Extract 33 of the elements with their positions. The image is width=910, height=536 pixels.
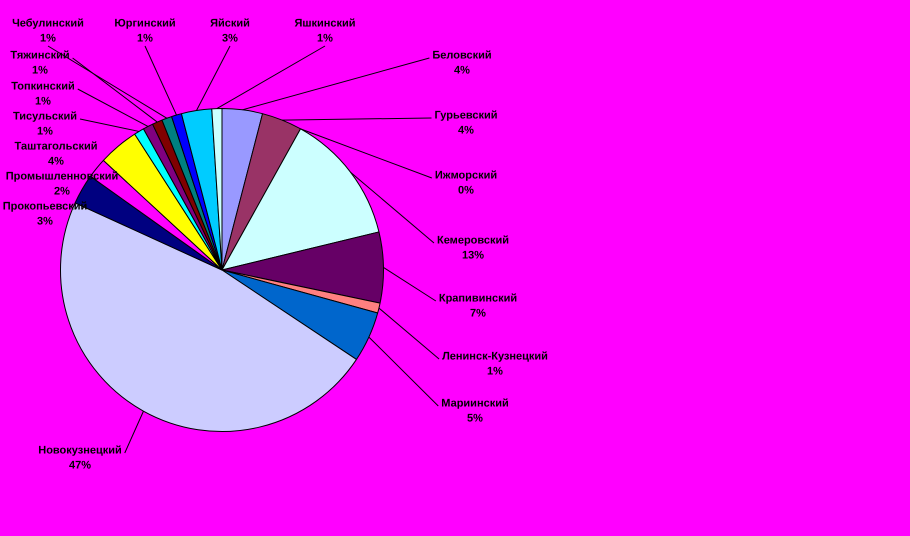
slice-label: Кемеровский: [436, 234, 510, 247]
slice-label: Гурьевский: [434, 110, 498, 122]
data-label: 1%: [137, 32, 154, 45]
data-label: 4%: [458, 124, 474, 137]
slice-label: Юргинский: [114, 18, 176, 30]
data-label: 7%: [470, 308, 486, 320]
slice-label: Чебулинский: [12, 18, 84, 30]
data-label: 5%: [467, 412, 484, 425]
slice-label: Таштагольский: [14, 140, 98, 153]
slice-label: Ленинск-Кузнецкий: [442, 350, 548, 363]
category-label: Ижморский: [434, 170, 498, 182]
slice-label: Яйский: [210, 18, 250, 30]
data-label: 47%: [68, 460, 92, 472]
slice-label: Тисульский: [12, 110, 78, 123]
data-label: 3%: [222, 32, 238, 45]
data-label: 4%: [454, 64, 470, 77]
slice-label: Яшкинский: [294, 18, 356, 30]
slice-label: Крапивинский: [438, 292, 518, 305]
data-label: 1%: [37, 126, 54, 138]
data-label: 1%: [317, 32, 334, 45]
data-label: 2%: [54, 186, 70, 198]
data-label: 1%: [40, 32, 56, 45]
data-label: 4%: [48, 156, 64, 168]
slice-label: Мариинский: [441, 398, 509, 410]
data-label: 3%: [37, 216, 54, 228]
data-label: 1%: [487, 366, 504, 378]
data-label: 1%: [32, 64, 48, 77]
data-label: 13%: [462, 250, 484, 262]
data-label: 1%: [35, 96, 52, 108]
text: 0%: [458, 184, 474, 197]
slice-label: Новокузнецкий: [38, 444, 122, 457]
slice-label: Беловский: [432, 50, 492, 62]
slice-label: Топкинский: [11, 80, 75, 93]
